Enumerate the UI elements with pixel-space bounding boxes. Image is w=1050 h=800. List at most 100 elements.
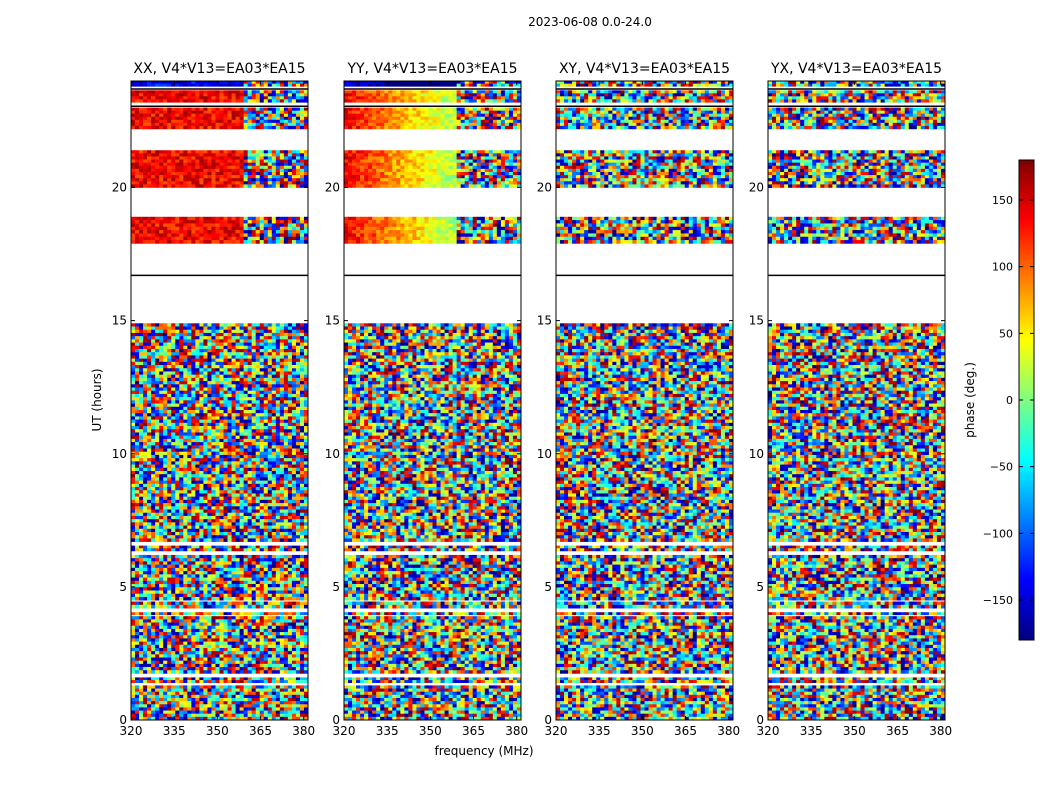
phase-cell xyxy=(163,445,168,449)
phase-cell xyxy=(171,657,176,661)
phase-cell xyxy=(215,638,220,642)
phase-cell xyxy=(207,545,212,549)
phase-cell xyxy=(215,458,220,462)
phase-cell xyxy=(163,638,168,642)
phase-cell xyxy=(227,345,232,350)
phase-cell xyxy=(263,451,269,456)
phase-cell xyxy=(227,601,232,606)
phase-cell xyxy=(179,345,184,350)
phase-cell xyxy=(247,422,252,427)
phase-cell xyxy=(227,493,232,497)
phase-cell xyxy=(231,503,236,507)
phase-cell xyxy=(171,451,176,456)
phase-cell xyxy=(271,458,277,462)
phase-cell xyxy=(231,632,236,636)
phase-cell xyxy=(215,355,220,359)
phase-cell xyxy=(255,519,261,523)
phase-cell xyxy=(199,571,204,575)
phase-cell xyxy=(231,680,236,684)
phase-cell xyxy=(183,707,188,711)
phase-cell xyxy=(131,355,136,359)
phase-cell xyxy=(235,403,240,408)
phase-cell xyxy=(271,707,277,711)
phase-cell xyxy=(287,612,293,616)
phase-cell xyxy=(211,403,216,408)
phase-cell xyxy=(247,688,252,692)
phase-cell xyxy=(143,694,148,699)
phase-cell xyxy=(163,413,168,417)
phase-cell xyxy=(259,409,265,414)
phase-cell xyxy=(151,587,156,591)
phase-cell xyxy=(215,409,220,414)
phase-cell xyxy=(227,509,232,514)
phase-cell xyxy=(231,519,236,523)
phase-cell xyxy=(175,625,180,630)
phase-cell xyxy=(171,660,176,665)
phase-cell xyxy=(243,387,248,392)
phase-cell xyxy=(215,622,220,626)
phase-cell xyxy=(159,701,164,705)
phase-cell xyxy=(147,694,152,699)
phase-cell xyxy=(299,713,305,718)
phase-cell xyxy=(255,685,261,689)
phase-cell xyxy=(235,345,240,350)
phase-cell xyxy=(223,336,228,340)
phase-cell xyxy=(151,467,156,472)
phase-cell xyxy=(247,632,252,636)
phase-cell xyxy=(283,377,289,382)
phase-cell xyxy=(275,522,281,526)
phase-cell xyxy=(295,519,301,523)
phase-cell xyxy=(147,577,152,582)
phase-cell xyxy=(219,685,224,689)
phase-cell xyxy=(227,470,232,475)
phase-cell xyxy=(163,464,168,469)
phase-cell xyxy=(139,342,144,347)
phase-cell xyxy=(291,522,297,526)
phase-cell xyxy=(247,694,252,699)
phase-cell xyxy=(259,625,265,630)
phase-cell xyxy=(251,400,256,404)
phase-cell xyxy=(163,342,168,347)
phase-cell xyxy=(243,403,248,408)
phase-cell xyxy=(283,493,289,497)
phase-cell xyxy=(183,619,188,623)
phase-cell xyxy=(291,567,297,572)
phase-cell xyxy=(131,660,136,665)
phase-cell xyxy=(227,677,232,681)
phase-cell xyxy=(271,419,277,424)
phase-cell xyxy=(155,635,160,639)
phase-cell xyxy=(143,567,148,572)
phase-cell xyxy=(139,677,144,681)
phase-cell xyxy=(283,688,289,692)
phase-cell xyxy=(175,632,180,636)
phase-cell xyxy=(275,429,281,433)
phase-cell xyxy=(267,584,273,588)
phase-cell xyxy=(295,701,301,705)
phase-cell xyxy=(275,558,281,562)
phase-cell xyxy=(211,416,216,420)
phase-cell xyxy=(163,584,168,588)
phase-cell xyxy=(267,622,273,626)
phase-cell xyxy=(255,628,261,633)
phase-cell xyxy=(139,387,144,392)
phase-cell xyxy=(159,680,164,684)
phase-cell xyxy=(175,558,180,562)
phase-cell xyxy=(279,381,285,385)
phase-cell xyxy=(295,451,301,456)
phase-cell xyxy=(159,710,164,715)
phase-cell xyxy=(139,435,144,440)
phase-cell xyxy=(303,625,308,630)
phase-cell xyxy=(175,458,180,462)
phase-cell xyxy=(167,451,172,456)
phase-cell xyxy=(255,647,261,652)
phase-cell xyxy=(195,616,200,620)
phase-cell xyxy=(211,564,216,569)
phase-cell xyxy=(187,480,192,485)
phase-cell xyxy=(291,506,297,510)
phase-cell xyxy=(283,545,289,549)
phase-cell xyxy=(183,584,188,588)
phase-cell xyxy=(135,680,140,684)
phase-cell xyxy=(291,564,297,569)
phase-cell xyxy=(271,435,277,440)
phase-cell xyxy=(147,416,152,420)
